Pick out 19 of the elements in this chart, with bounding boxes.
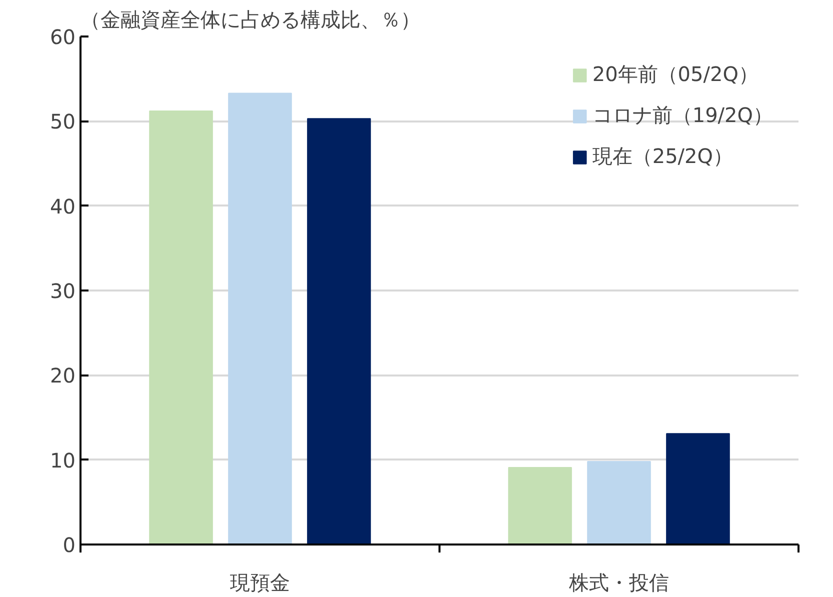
y-tick-label: 10 xyxy=(50,448,76,472)
bar xyxy=(587,461,651,544)
legend-label: 現在（25/2Q） xyxy=(592,143,733,170)
bar xyxy=(228,92,292,544)
legend-label: コロナ前（19/2Q） xyxy=(592,102,773,129)
x-tick-label: 現預金 xyxy=(230,570,290,594)
y-tick-label: 0 xyxy=(62,533,76,557)
bar xyxy=(508,466,572,544)
y-tick-label: 60 xyxy=(50,25,76,49)
legend-label: 20年前（05/2Q） xyxy=(592,61,758,88)
x-tick-label: 株式・投信 xyxy=(568,570,669,594)
bar xyxy=(307,118,371,544)
chart-title: （金融資産全体に占める構成比、％） xyxy=(80,8,420,32)
y-tick-label: 40 xyxy=(50,194,76,218)
bar xyxy=(666,433,730,544)
bar xyxy=(149,110,213,544)
y-tick-label: 30 xyxy=(50,279,76,303)
y-tick-label: 50 xyxy=(50,110,76,134)
y-tick-label: 20 xyxy=(50,364,76,388)
